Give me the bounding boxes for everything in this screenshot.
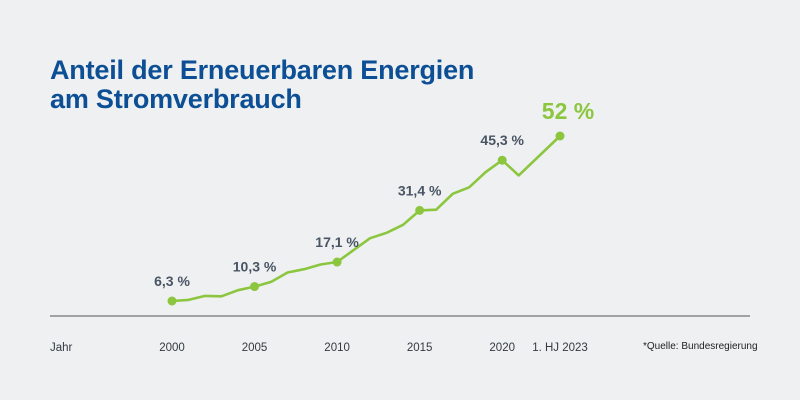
x-tick-label: 2010 (324, 342, 350, 354)
chart-title-line-2: am Stromverbrauch (50, 84, 302, 114)
data-point (250, 282, 260, 292)
data-value-label: 10,3 % (233, 259, 277, 275)
chart-title-line-1: Anteil der Erneuerbaren Energien (50, 55, 475, 85)
data-value-label: 6,3 % (154, 273, 190, 289)
chart-title: Anteil der Erneuerbaren Energien am Stro… (50, 56, 474, 114)
x-axis-label: Jahr (50, 342, 73, 354)
data-value-label: 17,1 % (315, 234, 359, 250)
source-note: *Quelle: Bundesregierung (643, 341, 758, 352)
data-point (167, 296, 177, 306)
highlight-value-label: 52 % (542, 98, 594, 124)
data-point (497, 155, 507, 165)
x-tick-label: 2020 (489, 342, 515, 354)
series-line (170, 134, 562, 303)
data-point (332, 257, 342, 267)
x-tick-label: 2005 (242, 342, 268, 354)
x-tick-label: 2000 (159, 342, 185, 354)
data-point (555, 131, 565, 141)
x-tick-label: 2015 (407, 342, 433, 354)
data-value-label: 31,4 % (398, 182, 442, 198)
data-point (415, 205, 425, 215)
data-value-label: 45,3 % (480, 132, 524, 148)
x-tick-label: 1. HJ 2023 (532, 342, 588, 354)
